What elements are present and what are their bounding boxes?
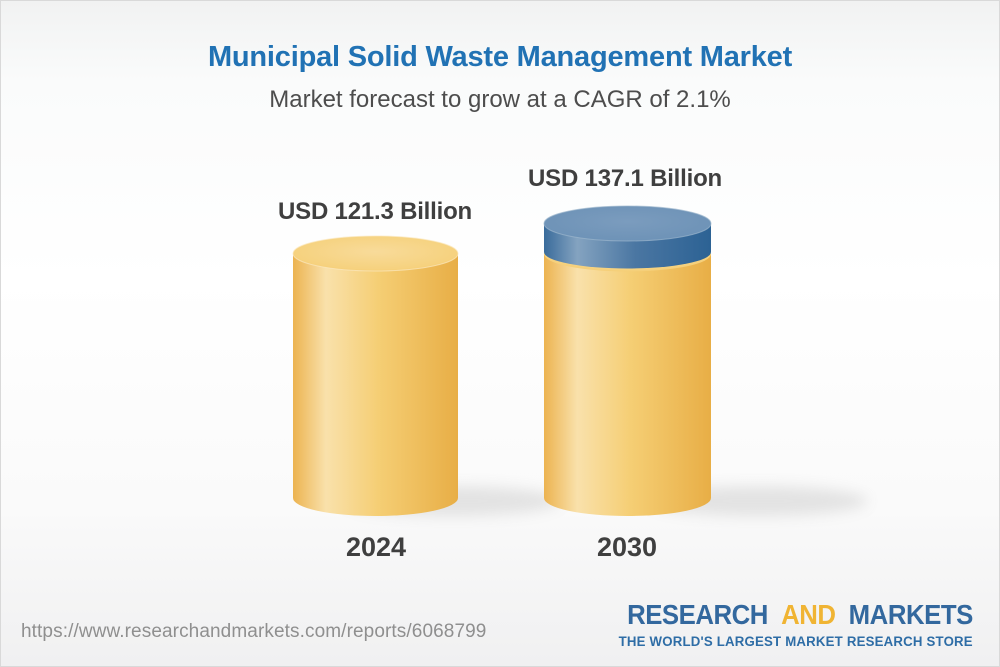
value-label-2030: USD 137.1 Billion bbox=[528, 165, 722, 192]
logo-wordmark: RESEARCH AND MARKETS bbox=[627, 599, 974, 631]
logo-word-and: AND bbox=[781, 599, 836, 630]
logo-word-markets: MARKETS bbox=[848, 599, 974, 630]
report-url: https://www.researchandmarkets.com/repor… bbox=[21, 621, 487, 642]
research-and-markets-logo: RESEARCH AND MARKETS THE WORLD'S LARGEST… bbox=[597, 599, 974, 649]
logo-tagline: THE WORLD'S LARGEST MARKET RESEARCH STOR… bbox=[618, 633, 973, 649]
bar-2030-body bbox=[544, 254, 711, 498]
bar-2024-body bbox=[293, 253, 458, 498]
bar-2024-cylinder bbox=[292, 235, 561, 516]
page-subtitle: Market forecast to grow at a CAGR of 2.1… bbox=[269, 86, 731, 113]
bar-2030-cylinder bbox=[543, 205, 868, 516]
bar-2024-top bbox=[292, 235, 459, 272]
page-title: Municipal Solid Waste Management Market bbox=[207, 41, 793, 73]
logo-word-research: RESEARCH bbox=[627, 599, 769, 630]
category-label-2024: 2024 bbox=[345, 532, 407, 562]
bar-2030-growth-cap-top bbox=[543, 205, 712, 242]
category-label-2030: 2030 bbox=[596, 532, 658, 562]
value-label-2024: USD 121.3 Billion bbox=[278, 198, 472, 225]
